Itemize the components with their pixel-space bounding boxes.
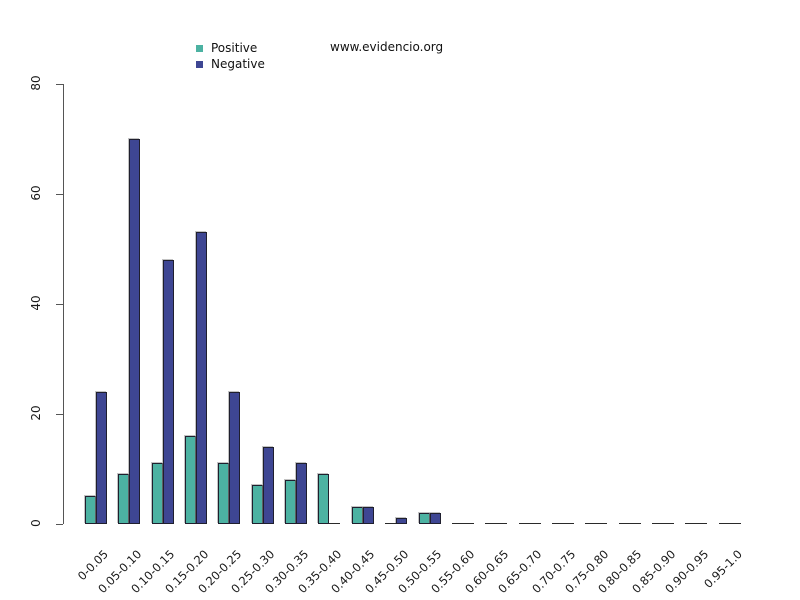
bar-negative-0.85-0.90: [663, 523, 674, 524]
bar-negative-0.75-0.80: [596, 523, 607, 524]
bar-negative-0-0.05: [96, 392, 107, 524]
bar-negative-0.55-0.60: [463, 523, 474, 524]
legend-item-negative: Negative: [196, 56, 265, 72]
bar-positive-0.50-0.55: [419, 513, 430, 524]
bar-positive-0.75-0.80: [585, 523, 596, 524]
bar-negative-0.30-0.35: [296, 463, 307, 524]
bar-positive-0.55-0.60: [452, 523, 463, 524]
legend-label: Negative: [211, 57, 265, 71]
bar-positive-0.95-1.0: [719, 523, 730, 524]
bar-positive-0.65-0.70: [519, 523, 530, 524]
bar-negative-0.90-0.95: [696, 523, 707, 524]
y-axis-tick-label: 60: [29, 185, 43, 201]
bar-negative-0.10-0.15: [163, 260, 174, 524]
bar-positive-0.05-0.10: [118, 474, 129, 524]
chart-legend: Positive Negative: [196, 40, 265, 72]
legend-label: Positive: [211, 41, 258, 55]
y-axis-tick: [56, 414, 63, 415]
bar-negative-0.50-0.55: [430, 513, 441, 524]
y-axis-tick: [56, 304, 63, 305]
bar-negative-0.60-0.65: [496, 523, 507, 524]
legend-swatch-positive: [196, 44, 203, 52]
bar-positive-0-0.05: [85, 496, 96, 524]
bar-positive-0.60-0.65: [485, 523, 496, 524]
bar-negative-0.25-0.30: [263, 447, 274, 524]
bar-positive-0.35-0.40: [318, 474, 329, 524]
y-axis-tick-label: 0: [29, 519, 43, 527]
y-axis-tick-label: 40: [29, 295, 43, 311]
legend-item-positive: Positive: [196, 40, 265, 56]
y-axis-tick: [56, 194, 63, 195]
bar-positive-0.80-0.85: [619, 523, 630, 524]
bar-negative-0.35-0.40: [329, 523, 340, 524]
legend-swatch-negative: [196, 60, 203, 68]
y-axis-tick: [56, 524, 63, 525]
bar-negative-0.15-0.20: [196, 232, 207, 524]
bar-positive-0.40-0.45: [352, 507, 363, 524]
y-axis-line: [63, 84, 64, 524]
bar-negative-0.80-0.85: [630, 523, 641, 524]
bar-positive-0.70-0.75: [552, 523, 563, 524]
bar-negative-0.65-0.70: [530, 523, 541, 524]
bar-positive-0.20-0.25: [218, 463, 229, 524]
bar-positive-0.15-0.20: [185, 436, 196, 524]
bar-positive-0.25-0.30: [252, 485, 263, 524]
bar-positive-0.30-0.35: [285, 480, 296, 524]
bar-negative-0.95-1.0: [730, 523, 741, 524]
bar-negative-0.70-0.75: [563, 523, 574, 524]
bar-positive-0.85-0.90: [652, 523, 663, 524]
bar-negative-0.05-0.10: [129, 139, 140, 524]
bar-positive-0.10-0.15: [152, 463, 163, 524]
bar-negative-0.45-0.50: [396, 518, 407, 524]
bar-negative-0.40-0.45: [363, 507, 374, 524]
bar-positive-0.90-0.95: [685, 523, 696, 524]
bar-positive-0.45-0.50: [385, 523, 396, 524]
y-axis-tick-label: 80: [29, 75, 43, 91]
watermark-text: www.evidencio.org: [330, 40, 444, 54]
y-axis-tick-label: 20: [29, 405, 43, 421]
bar-negative-0.20-0.25: [229, 392, 240, 524]
y-axis-tick: [56, 84, 63, 85]
